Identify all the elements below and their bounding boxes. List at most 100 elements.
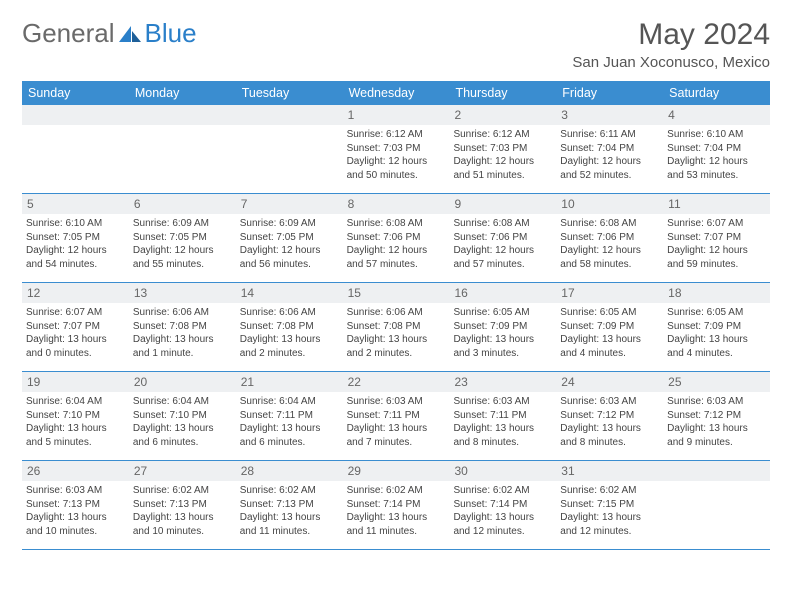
day-body: Sunrise: 6:06 AMSunset: 7:08 PMDaylight:… (129, 306, 236, 364)
sunrise-text: Sunrise: 6:03 AM (667, 395, 766, 409)
day-number: 27 (129, 461, 236, 481)
day-body: Sunrise: 6:06 AMSunset: 7:08 PMDaylight:… (343, 306, 450, 364)
day-number: 30 (449, 461, 556, 481)
sunset-text: Sunset: 7:12 PM (667, 409, 766, 423)
day-body: Sunrise: 6:03 AMSunset: 7:11 PMDaylight:… (343, 395, 450, 453)
day-body: Sunrise: 6:07 AMSunset: 7:07 PMDaylight:… (663, 217, 770, 275)
day-cell: 18Sunrise: 6:05 AMSunset: 7:09 PMDayligh… (663, 283, 770, 371)
day-number: 24 (556, 372, 663, 392)
day-number: 23 (449, 372, 556, 392)
sunrise-text: Sunrise: 6:11 AM (560, 128, 659, 142)
daylight-text: Daylight: 13 hours and 9 minutes. (667, 422, 766, 449)
weekday-header: Saturday (663, 81, 770, 105)
daylight-text: Daylight: 13 hours and 11 minutes. (240, 511, 339, 538)
sunset-text: Sunset: 7:10 PM (26, 409, 125, 423)
daylight-text: Daylight: 12 hours and 57 minutes. (453, 244, 552, 271)
day-number: . (663, 461, 770, 481)
brand-logo: General Blue (22, 18, 197, 49)
title-block: May 2024 San Juan Xoconusco, Mexico (572, 18, 770, 71)
day-cell: 28Sunrise: 6:02 AMSunset: 7:13 PMDayligh… (236, 461, 343, 549)
daylight-text: Daylight: 12 hours and 52 minutes. (560, 155, 659, 182)
day-number: 6 (129, 194, 236, 214)
day-number: 21 (236, 372, 343, 392)
day-body: Sunrise: 6:03 AMSunset: 7:12 PMDaylight:… (663, 395, 770, 453)
day-body: Sunrise: 6:02 AMSunset: 7:14 PMDaylight:… (449, 484, 556, 542)
sunset-text: Sunset: 7:14 PM (347, 498, 446, 512)
day-number: 31 (556, 461, 663, 481)
sunrise-text: Sunrise: 6:03 AM (453, 395, 552, 409)
day-cell: 13 Sunrise: 6:06 AMSunset: 7:08 PMDayligh… (129, 283, 236, 371)
sunset-text: Sunset: 7:06 PM (453, 231, 552, 245)
day-cell: 7 Sunrise: 6:09 AMSunset: 7:05 PMDaylight… (236, 194, 343, 282)
daylight-text: Daylight: 13 hours and 4 minutes. (667, 333, 766, 360)
day-body: Sunrise: 6:08 AMSunset: 7:06 PMDaylight:… (556, 217, 663, 275)
day-cell: 10Sunrise: 6:08 AMSunset: 7:06 PMDayligh… (556, 194, 663, 282)
daylight-text: Daylight: 13 hours and 6 minutes. (240, 422, 339, 449)
sunset-text: Sunset: 7:15 PM (560, 498, 659, 512)
day-cell: 27 Sunrise: 6:02 AMSunset: 7:13 PMDayligh… (129, 461, 236, 549)
sunset-text: Sunset: 7:11 PM (347, 409, 446, 423)
sunrise-text: Sunrise: 6:06 AM (240, 306, 339, 320)
daylight-text: Daylight: 12 hours and 51 minutes. (453, 155, 552, 182)
day-cell: 19Sunrise: 6:04 AMSunset: 7:10 PMDayligh… (22, 372, 129, 460)
sunset-text: Sunset: 7:09 PM (560, 320, 659, 334)
day-body: Sunrise: 6:02 AMSunset: 7:15 PMDaylight:… (556, 484, 663, 542)
daylight-text: Daylight: 13 hours and 3 minutes. (453, 333, 552, 360)
day-number: 2 (449, 105, 556, 125)
day-cell: . (22, 105, 129, 193)
daylight-text: Daylight: 12 hours and 57 minutes. (347, 244, 446, 271)
day-body: Sunrise: 6:03 AMSunset: 7:11 PMDaylight:… (449, 395, 556, 453)
week-row: 19Sunrise: 6:04 AMSunset: 7:10 PMDayligh… (22, 372, 770, 461)
day-cell: 3Sunrise: 6:11 AMSunset: 7:04 PMDaylight… (556, 105, 663, 193)
day-body: Sunrise: 6:04 AMSunset: 7:10 PMDaylight:… (129, 395, 236, 453)
daylight-text: Daylight: 12 hours and 50 minutes. (347, 155, 446, 182)
day-number: 13 (129, 283, 236, 303)
sunset-text: Sunset: 7:04 PM (667, 142, 766, 156)
sunset-text: Sunset: 7:09 PM (667, 320, 766, 334)
sunset-text: Sunset: 7:13 PM (240, 498, 339, 512)
day-number: 17 (556, 283, 663, 303)
sunset-text: Sunset: 7:07 PM (26, 320, 125, 334)
sunrise-text: Sunrise: 6:05 AM (667, 306, 766, 320)
sunrise-text: Sunrise: 6:02 AM (347, 484, 446, 498)
day-cell: 21Sunrise: 6:04 AMSunset: 7:11 PMDayligh… (236, 372, 343, 460)
day-number: . (22, 105, 129, 125)
day-cell: . (129, 105, 236, 193)
month-title: May 2024 (572, 18, 770, 52)
daylight-text: Daylight: 12 hours and 56 minutes. (240, 244, 339, 271)
daylight-text: Daylight: 13 hours and 11 minutes. (347, 511, 446, 538)
sunrise-text: Sunrise: 6:03 AM (560, 395, 659, 409)
day-body: Sunrise: 6:02 AMSunset: 7:13 PMDaylight:… (129, 484, 236, 542)
daylight-text: Daylight: 12 hours and 53 minutes. (667, 155, 766, 182)
sunset-text: Sunset: 7:14 PM (453, 498, 552, 512)
sunrise-text: Sunrise: 6:08 AM (560, 217, 659, 231)
sunset-text: Sunset: 7:11 PM (453, 409, 552, 423)
day-number: 25 (663, 372, 770, 392)
day-number: 22 (343, 372, 450, 392)
day-cell: 8Sunrise: 6:08 AMSunset: 7:06 PMDaylight… (343, 194, 450, 282)
weeks-container: ...1Sunrise: 6:12 AMSunset: 7:03 PMDayli… (22, 105, 770, 550)
sunrise-text: Sunrise: 6:04 AM (240, 395, 339, 409)
day-body: Sunrise: 6:09 AMSunset: 7:05 PMDaylight:… (236, 217, 343, 275)
sunrise-text: Sunrise: 6:07 AM (667, 217, 766, 231)
day-number: 16 (449, 283, 556, 303)
sunset-text: Sunset: 7:03 PM (347, 142, 446, 156)
day-number: 7 (236, 194, 343, 214)
day-cell: 15Sunrise: 6:06 AMSunset: 7:08 PMDayligh… (343, 283, 450, 371)
sunset-text: Sunset: 7:06 PM (560, 231, 659, 245)
day-cell: 30 Sunrise: 6:02 AMSunset: 7:14 PMDayligh… (449, 461, 556, 549)
sunset-text: Sunset: 7:03 PM (453, 142, 552, 156)
day-cell: 31 Sunrise: 6:02 AMSunset: 7:15 PMDayligh… (556, 461, 663, 549)
day-cell: . (663, 461, 770, 549)
day-body: Sunrise: 6:08 AMSunset: 7:06 PMDaylight:… (343, 217, 450, 275)
daylight-text: Daylight: 13 hours and 6 minutes. (133, 422, 232, 449)
header: General Blue May 2024 San Juan Xoconusco… (22, 18, 770, 71)
day-body: Sunrise: 6:03 AMSunset: 7:13 PMDaylight:… (22, 484, 129, 542)
day-cell: 2Sunrise: 6:12 AMSunset: 7:03 PMDaylight… (449, 105, 556, 193)
weekday-header: Monday (129, 81, 236, 105)
sunset-text: Sunset: 7:10 PM (133, 409, 232, 423)
daylight-text: Daylight: 13 hours and 7 minutes. (347, 422, 446, 449)
day-body: Sunrise: 6:10 AMSunset: 7:05 PMDaylight:… (22, 217, 129, 275)
daylight-text: Daylight: 12 hours and 59 minutes. (667, 244, 766, 271)
daylight-text: Daylight: 12 hours and 58 minutes. (560, 244, 659, 271)
